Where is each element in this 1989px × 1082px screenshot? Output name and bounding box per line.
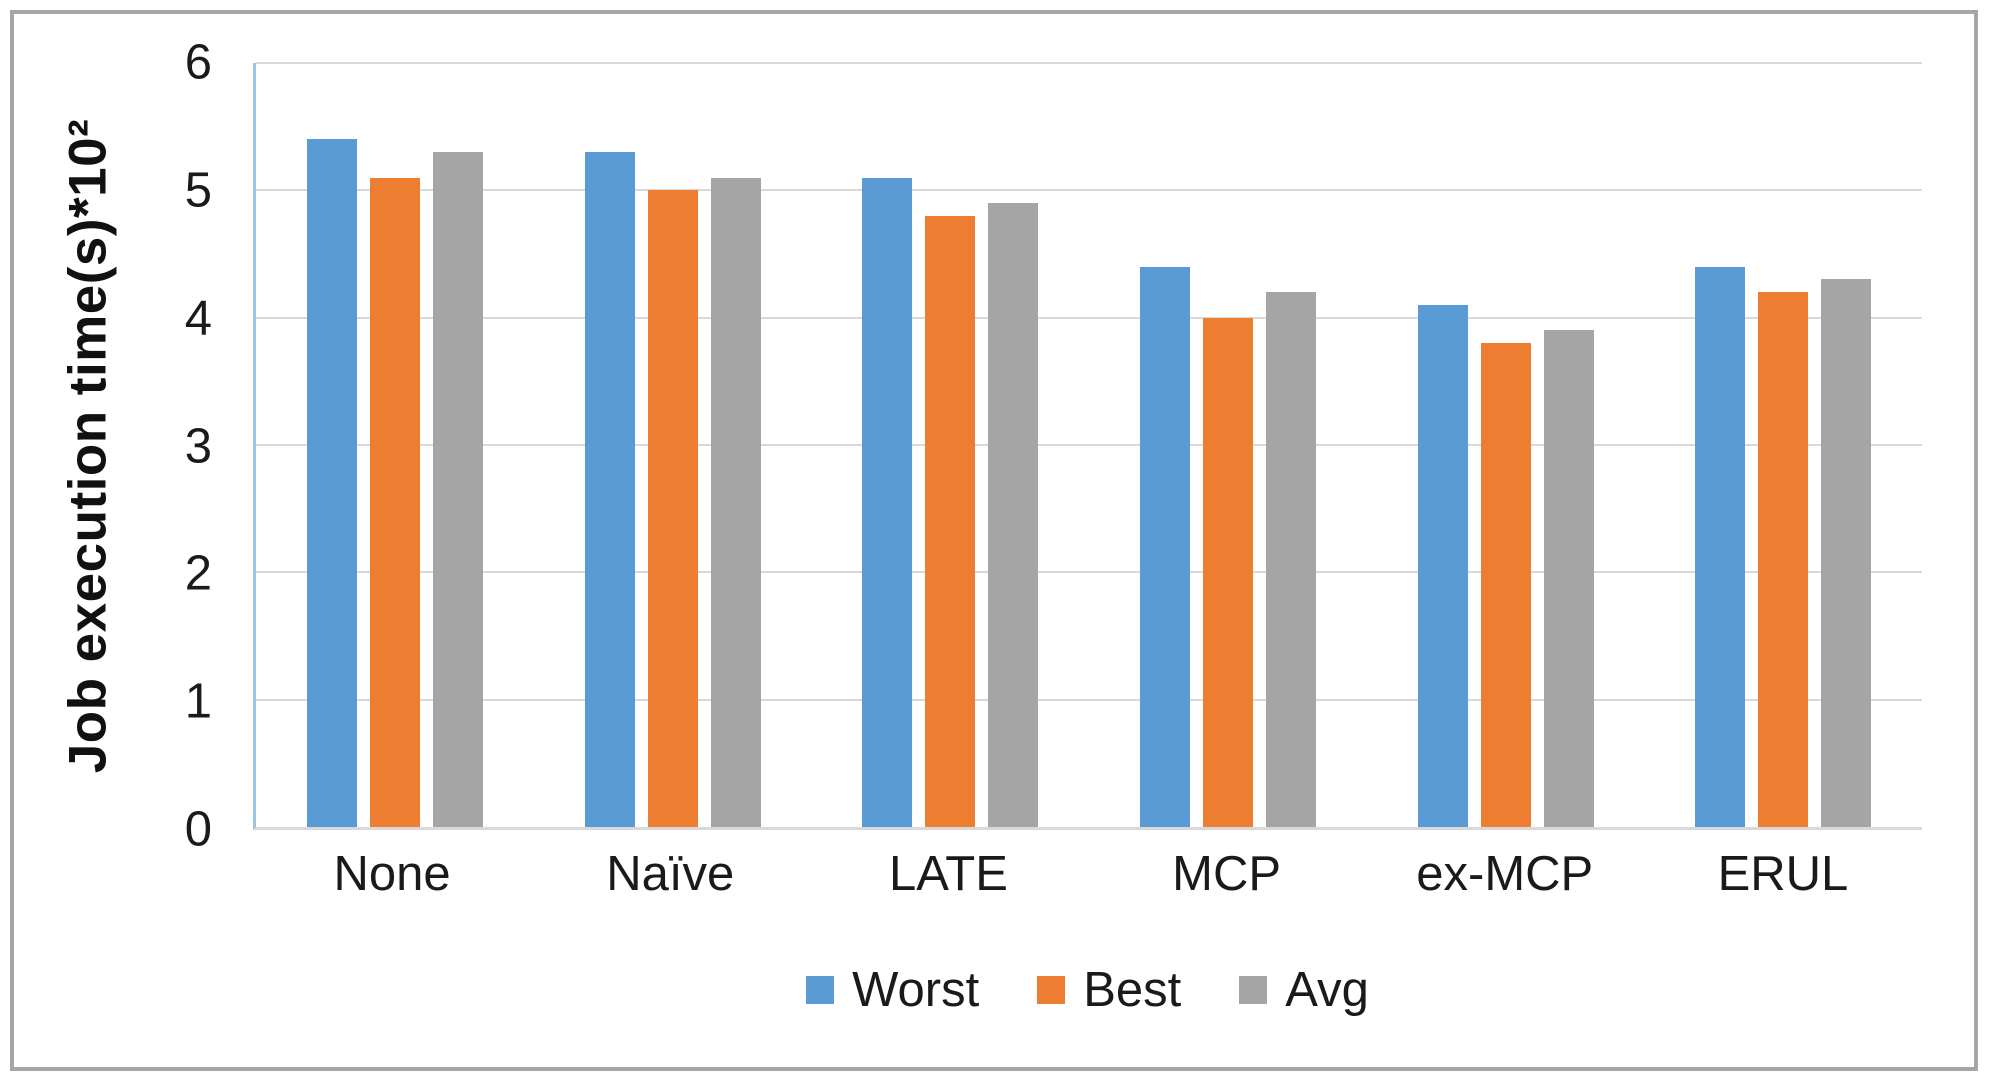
bar-worst-mcp [1139, 266, 1190, 827]
legend-label-avg: Avg [1285, 963, 1369, 1017]
bar-best-late [925, 215, 976, 827]
bar-worst-late [862, 177, 913, 827]
y-tick-label-1: 1 [184, 674, 212, 729]
y-tick-label-4: 4 [184, 291, 212, 346]
gridline-4 [256, 316, 1922, 319]
y-tick-label-3: 3 [184, 419, 212, 473]
y-tick-label-6: 6 [184, 35, 212, 90]
bar-avg-mcp [1265, 292, 1316, 827]
bar-worst-erul [1695, 266, 1746, 827]
gridline-6 [256, 62, 1922, 64]
bar-group-erul [1644, 63, 1922, 827]
x-category-label-erul: ERUL [1717, 847, 1849, 901]
legend-swatch-worst [806, 976, 835, 1004]
gridline-3 [256, 444, 1922, 446]
bar-group-mcp [1089, 63, 1367, 827]
bar-best-na-ve [647, 190, 698, 827]
plot-area [253, 62, 1922, 830]
bar-avg-ex-mcp [1543, 330, 1594, 827]
bar-worst-na-ve [584, 152, 635, 827]
bar-group-late [811, 63, 1089, 827]
bar-group-ex-mcp [1367, 63, 1645, 827]
legend-swatch-best [1037, 976, 1066, 1004]
bar-avg-erul [1821, 279, 1872, 827]
gridline-2 [256, 571, 1922, 574]
x-category-label-late: LATE [888, 847, 1008, 901]
legend-label-best: Best [1083, 963, 1182, 1017]
bar-avg-na-ve [710, 177, 761, 827]
legend-swatch-avg [1239, 976, 1268, 1004]
bar-best-erul [1758, 292, 1809, 827]
bar-best-none [369, 177, 420, 827]
x-category-label-mcp: MCP [1172, 847, 1282, 901]
x-axis-labels: None Naïve LATE MCP ex-MCP ERUL [253, 846, 1922, 902]
legend-item-avg: Avg [1239, 962, 1369, 1018]
y-tick-label-0: 0 [184, 802, 212, 857]
gridline-1 [256, 698, 1922, 701]
y-tick-label-5: 5 [184, 163, 212, 218]
bar-worst-ex-mcp [1417, 304, 1468, 827]
bar-group-none [256, 63, 534, 827]
bar-avg-none [432, 152, 483, 827]
gridline-5 [256, 189, 1922, 192]
x-category-label-none: None [333, 847, 451, 901]
y-tick-label-2: 2 [184, 546, 212, 601]
y-axis-ticks: 0 1 2 3 4 5 6 [0, 38, 212, 854]
bar-groups [256, 63, 1922, 827]
bar-best-ex-mcp [1480, 343, 1531, 827]
x-category-label-na-ve: Naïve [606, 847, 735, 901]
bar-best-mcp [1202, 317, 1253, 827]
legend-item-worst: Worst [806, 962, 979, 1018]
legend-item-best: Best [1037, 962, 1181, 1018]
x-category-label-ex-mcp: ex-MCP [1416, 847, 1594, 901]
bar-worst-none [306, 139, 357, 827]
legend-label-worst: Worst [852, 963, 980, 1017]
legend: Worst Best Avg [253, 962, 1922, 1018]
bar-avg-late [988, 203, 1039, 827]
bar-group-na-ve [534, 63, 812, 827]
